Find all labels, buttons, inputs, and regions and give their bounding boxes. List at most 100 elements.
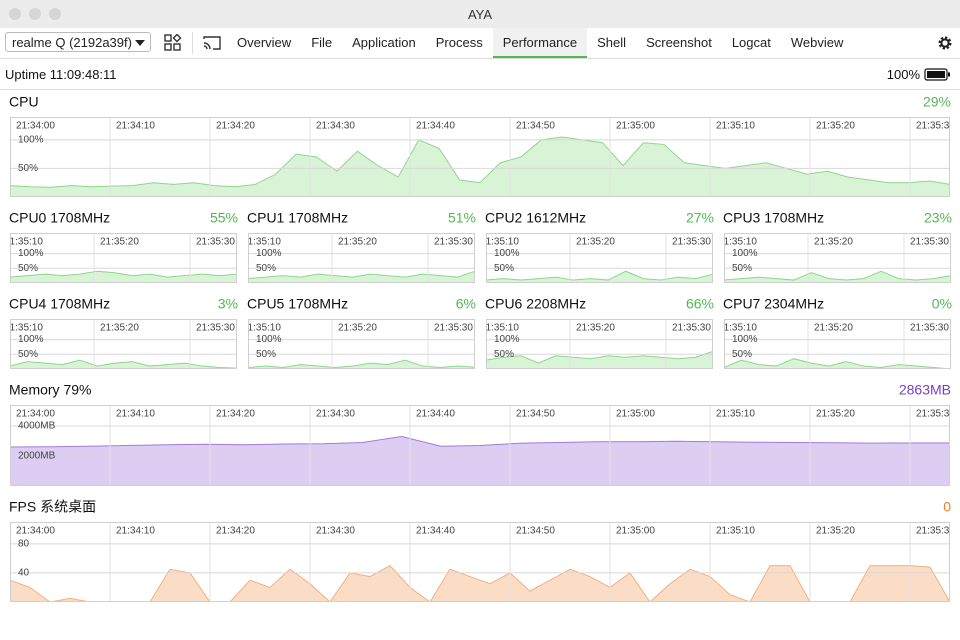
chart-background [724, 233, 951, 283]
time-label: 21:35:30 [910, 237, 949, 248]
tab[interactable]: Shell [597, 35, 627, 50]
chart-background [486, 233, 713, 283]
time-label: 21:35:10 [718, 323, 757, 334]
panel-value: 27% [686, 210, 714, 226]
time-label: 21:35:10 [242, 237, 281, 248]
panel-value: 66% [686, 296, 714, 312]
time-label: 21:35:20 [814, 323, 853, 334]
time-label: 21:35:20 [338, 323, 377, 334]
chart: 100% 50% 21:35:10 21:35:20 21:35:30 [486, 319, 713, 369]
y-tick-label: 50% [18, 263, 38, 274]
usage-area [724, 358, 951, 369]
time-label: 21:35:20 [816, 526, 855, 537]
chart-border [724, 319, 951, 369]
y-tick-label: 50% [256, 349, 276, 360]
tab[interactable]: File [311, 35, 333, 50]
chart: 100% 50% 21:35:10 21:35:20 21:35:30 [724, 233, 951, 283]
chart: 100% 50% 21:34:00 21:34:10 21:34:20 21:34:30 2… [10, 117, 955, 197]
y-tick-label: 50% [494, 263, 514, 274]
panel-title: Memory 79% [9, 382, 91, 398]
usage-area [248, 271, 475, 283]
time-label: 21:34:00 [16, 121, 55, 132]
panel-title: CPU4 1708MHz [9, 296, 110, 312]
chart-border [10, 233, 237, 283]
panel-value: 0% [932, 296, 952, 312]
tab[interactable]: Performance [492, 28, 588, 58]
zoom-button[interactable] [49, 8, 61, 20]
panel-title: CPU7 2304MHz [723, 296, 824, 312]
dropdown-arrow [135, 40, 145, 46]
panel-title: FPS 系统桌面 [9, 499, 96, 515]
usage-line [10, 565, 950, 602]
battery-level: 100% [886, 67, 920, 82]
time-label: 21:34:30 [316, 409, 355, 420]
panel-value: 6% [456, 296, 476, 312]
panel-value: 0 [943, 499, 951, 515]
chart-background [248, 233, 475, 283]
panel-value: 23% [924, 210, 952, 226]
time-label: 21:35:30 [196, 237, 235, 248]
time-label: 21:35:10 [480, 237, 519, 248]
tab[interactable]: Process [435, 35, 483, 50]
chart: 100% 50% 21:35:10 21:35:20 21:35:30 [480, 233, 713, 283]
time-label: 21:35:00 [616, 526, 655, 537]
chart-border [486, 319, 713, 369]
time-label: 21:35:20 [816, 121, 855, 132]
tab-bar: Overview File Application Process Performanc… [227, 28, 853, 58]
time-label: 21:34:20 [216, 526, 255, 537]
usage-line [724, 358, 951, 369]
panel-value: 51% [448, 210, 476, 226]
time-label: 21:34:10 [116, 526, 155, 537]
window-title: AYA [467, 7, 493, 22]
tab[interactable]: Webview [790, 35, 844, 50]
time-label: 21:35:10 [716, 121, 755, 132]
y-tick-label: 2000MB [18, 451, 56, 462]
tab[interactable]: Application [352, 35, 416, 50]
usage-line [724, 270, 951, 281]
chart-border [724, 233, 951, 283]
chart-border [10, 319, 237, 369]
tab[interactable]: Screenshot [646, 35, 712, 50]
close-button[interactable] [9, 8, 21, 20]
time-label: 21:35:30 [910, 323, 949, 334]
device-select[interactable]: realme Q (2192a39f) [5, 32, 151, 52]
y-tick-label: 80 [18, 538, 30, 549]
panel-title: CPU3 1708MHz [723, 210, 824, 226]
panel-title: CPU6 2208MHz [485, 296, 586, 312]
time-label: 21:34:30 [316, 121, 355, 132]
device-name: realme Q (2192a39f) [12, 35, 132, 50]
chart-border [248, 319, 475, 369]
cast-icon[interactable] [202, 35, 222, 51]
y-tick-label: 50% [18, 163, 38, 174]
panel-title: CPU1 1708MHz [247, 210, 348, 226]
time-label: 21:35:20 [338, 237, 377, 248]
minimize-button[interactable] [29, 8, 41, 20]
usage-area [10, 436, 950, 486]
chart-border [10, 405, 950, 486]
toolbar: realme Q (2192a39f) Overview File Applicat… [0, 28, 960, 59]
tab[interactable]: Overview [237, 35, 292, 50]
chart-border [486, 233, 713, 283]
settings-icon[interactable] [937, 35, 953, 51]
time-label: 21:35:00 [616, 121, 655, 132]
time-label: 21:35:30 [434, 237, 473, 248]
time-label: 21:34:00 [16, 526, 55, 537]
chart: 4000MB 2000MB 21:34:00 21:34:10 21:34:20 21:3… [10, 405, 950, 486]
y-tick-label: 50% [732, 263, 752, 274]
panel-value: 3% [218, 296, 238, 312]
y-tick-label: 100% [18, 134, 44, 145]
time-label: 21:35:00 [616, 409, 655, 420]
time-label: 21:35:30 [196, 323, 235, 334]
chart-border [248, 233, 475, 283]
y-tick-label: 100% [256, 334, 282, 345]
time-label: 21:34:00 [16, 409, 55, 420]
time-label: 21:35:20 [100, 237, 139, 248]
usage-area [10, 137, 950, 197]
time-label: 21:35:20 [576, 323, 615, 334]
apps-icon[interactable] [164, 34, 182, 52]
time-label: 21:34:50 [516, 526, 555, 537]
tab[interactable]: Logcat [731, 35, 771, 50]
chart-border [10, 522, 950, 602]
time-label: 21:35:30 [916, 121, 955, 132]
